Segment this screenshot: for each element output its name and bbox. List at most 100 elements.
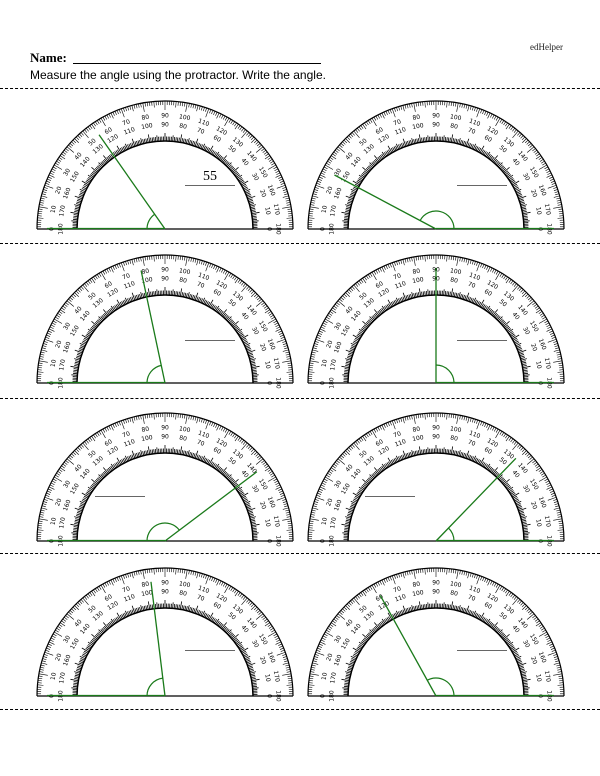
- inner-tick: [236, 328, 243, 333]
- answer-blank[interactable]: [185, 340, 235, 341]
- tick: [424, 568, 426, 575]
- tick: [47, 332, 51, 335]
- protractor: 1800170101602015030140401305012060110701…: [307, 254, 565, 389]
- inner-tick: [522, 365, 531, 369]
- inner-tick: [83, 650, 89, 654]
- tick: [375, 269, 379, 274]
- name-field[interactable]: [73, 63, 321, 64]
- tick: [234, 435, 239, 442]
- inner-scale-label: 10: [263, 519, 271, 528]
- tick: [98, 586, 102, 590]
- inner-tick: [475, 146, 479, 151]
- inner-tick: [468, 297, 472, 302]
- tick: [104, 115, 108, 120]
- inner-tick: [73, 217, 78, 219]
- tick: [546, 641, 553, 645]
- inner-tick: [449, 291, 451, 297]
- inner-scale-label: 20: [258, 656, 267, 666]
- inner-tick: [90, 327, 95, 331]
- inner-scale-label: 160: [62, 187, 73, 200]
- inner-tick: [143, 292, 146, 298]
- inner-tick: [352, 180, 360, 186]
- inner-tick: [242, 339, 247, 343]
- tick: [224, 270, 228, 275]
- inner-tick: [212, 463, 216, 468]
- inner-tick: [89, 641, 95, 645]
- inner-tick: [345, 671, 352, 674]
- answer-text: 55: [203, 169, 217, 184]
- answer-blank[interactable]: [185, 185, 235, 186]
- tick: [362, 435, 367, 442]
- inner-tick: [153, 291, 155, 296]
- inner-tick: [187, 138, 190, 145]
- inner-tick: [182, 138, 185, 144]
- inner-tick: [117, 461, 121, 466]
- tick: [535, 622, 542, 627]
- tick: [320, 172, 325, 175]
- answer-blank[interactable]: [457, 185, 507, 186]
- outer-scale-label: 40: [73, 463, 83, 473]
- tick: [512, 284, 519, 293]
- tick: [278, 176, 283, 179]
- tick: [316, 336, 321, 339]
- tick: [474, 107, 476, 112]
- tick: [456, 569, 459, 579]
- tick: [467, 417, 470, 424]
- tick: [95, 121, 98, 126]
- tick: [367, 274, 371, 279]
- inner-tick: [377, 156, 381, 161]
- inner-tick: [79, 188, 86, 193]
- tick: [37, 217, 44, 219]
- tick: [476, 420, 481, 430]
- answer-blank[interactable]: [457, 340, 507, 341]
- tick: [340, 143, 345, 147]
- inner-tick: [175, 604, 177, 609]
- inner-tick: [402, 454, 405, 459]
- tick: [381, 266, 385, 273]
- outer-scale-label: 100: [178, 425, 191, 434]
- answer-blank[interactable]: [457, 650, 507, 651]
- tick: [510, 280, 514, 285]
- tick: [43, 189, 48, 191]
- protractor-scale: 1800170101602015030140401305012060110701…: [36, 567, 294, 702]
- answer-blank[interactable]: [95, 496, 145, 497]
- inner-tick: [172, 447, 174, 454]
- tick: [476, 108, 481, 118]
- outer-scale-label: 70: [393, 272, 403, 281]
- inner-tick: [446, 604, 448, 609]
- tick: [400, 417, 403, 422]
- inner-scale-label: 20: [529, 501, 538, 511]
- tick: [400, 259, 403, 264]
- answer-blank[interactable]: [185, 650, 235, 651]
- answer-blank[interactable]: [365, 496, 415, 497]
- tick: [557, 529, 564, 531]
- inner-tick: [150, 449, 152, 455]
- inner-tick: [418, 134, 422, 143]
- protractor-scale: 1800170101602015030140401305012060110701…: [36, 412, 294, 547]
- tick: [265, 307, 269, 311]
- inner-tick: [226, 162, 232, 168]
- tick: [241, 597, 248, 606]
- inner-tick: [102, 155, 109, 162]
- tick: [540, 314, 545, 318]
- inner-scale-label: 60: [212, 446, 222, 456]
- inner-tick: [363, 637, 368, 641]
- tick: [337, 146, 346, 153]
- inner-tick: [218, 622, 223, 627]
- inner-tick: [85, 648, 90, 652]
- inner-tick: [459, 451, 462, 457]
- outer-scale-label: 10: [50, 205, 58, 214]
- inner-tick: [512, 334, 520, 340]
- tick: [323, 633, 328, 637]
- tick: [518, 445, 522, 450]
- tick: [232, 121, 235, 126]
- inner-tick: [383, 306, 388, 311]
- inner-tick: [213, 464, 218, 469]
- tick: [262, 303, 267, 307]
- outer-scale-label: 80: [412, 581, 421, 589]
- inner-tick: [247, 349, 256, 354]
- tick: [520, 135, 524, 139]
- angle-ray: [435, 457, 517, 542]
- inner-tick: [421, 604, 423, 610]
- inner-tick: [385, 463, 389, 468]
